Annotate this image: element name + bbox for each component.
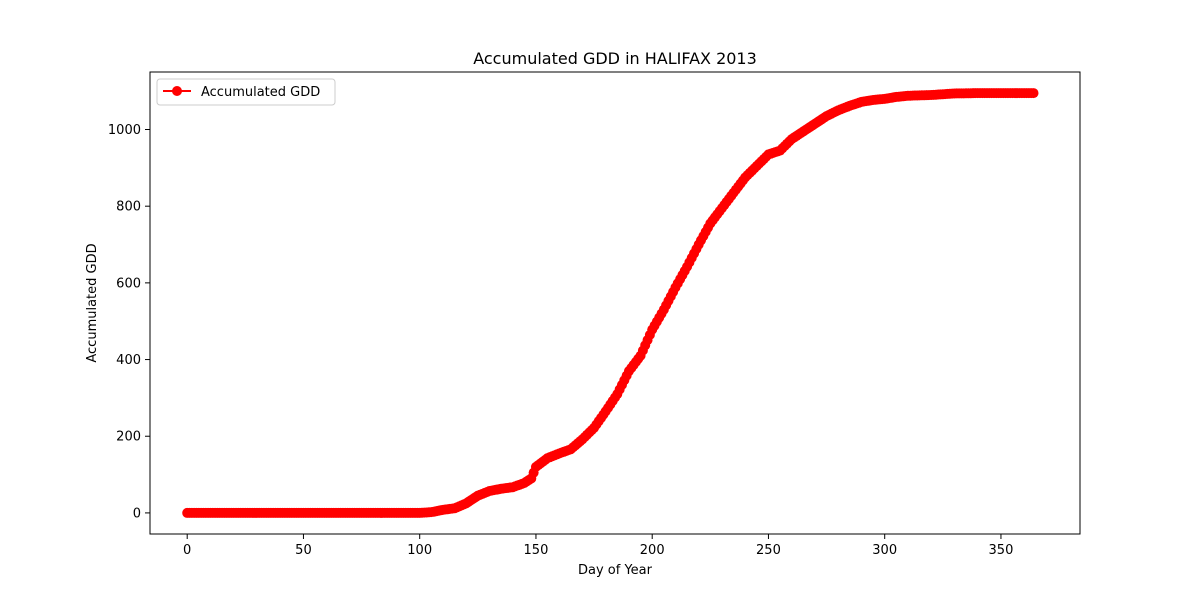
legend: Accumulated GDD bbox=[156, 78, 336, 106]
x-axis-label: Day of Year bbox=[578, 563, 653, 578]
y-tick-label: 400 bbox=[116, 353, 141, 368]
legend-box bbox=[156, 78, 336, 106]
x-tick-label: 0 bbox=[183, 543, 191, 558]
legend-series-marker bbox=[172, 86, 182, 96]
y-axis-label: Accumulated GDD bbox=[85, 243, 100, 362]
legend-series-label: Accumulated GDD bbox=[201, 85, 320, 100]
y-tick-label: 0 bbox=[133, 506, 141, 521]
y-tick-label: 800 bbox=[116, 200, 141, 215]
x-tick-label: 250 bbox=[756, 543, 781, 558]
data-layer bbox=[182, 88, 1039, 518]
y-axis-ticks: 0 200 400 600 800 1000 bbox=[108, 123, 150, 521]
x-tick-label: 150 bbox=[524, 543, 549, 558]
x-tick-label: 50 bbox=[295, 543, 312, 558]
chart-title: Accumulated GDD in HALIFAX 2013 bbox=[473, 49, 757, 68]
x-tick-label: 350 bbox=[989, 543, 1014, 558]
plot-area-frame bbox=[149, 71, 1081, 535]
y-tick-label: 600 bbox=[116, 276, 141, 291]
x-axis-ticks: 0 50 100 150 200 250 300 350 bbox=[183, 534, 1013, 558]
data-point bbox=[1028, 88, 1039, 99]
y-tick-label: 1000 bbox=[108, 123, 141, 138]
x-tick-label: 200 bbox=[640, 543, 665, 558]
y-tick-label: 200 bbox=[116, 430, 141, 445]
x-tick-label: 300 bbox=[872, 543, 897, 558]
x-tick-label: 100 bbox=[407, 543, 432, 558]
